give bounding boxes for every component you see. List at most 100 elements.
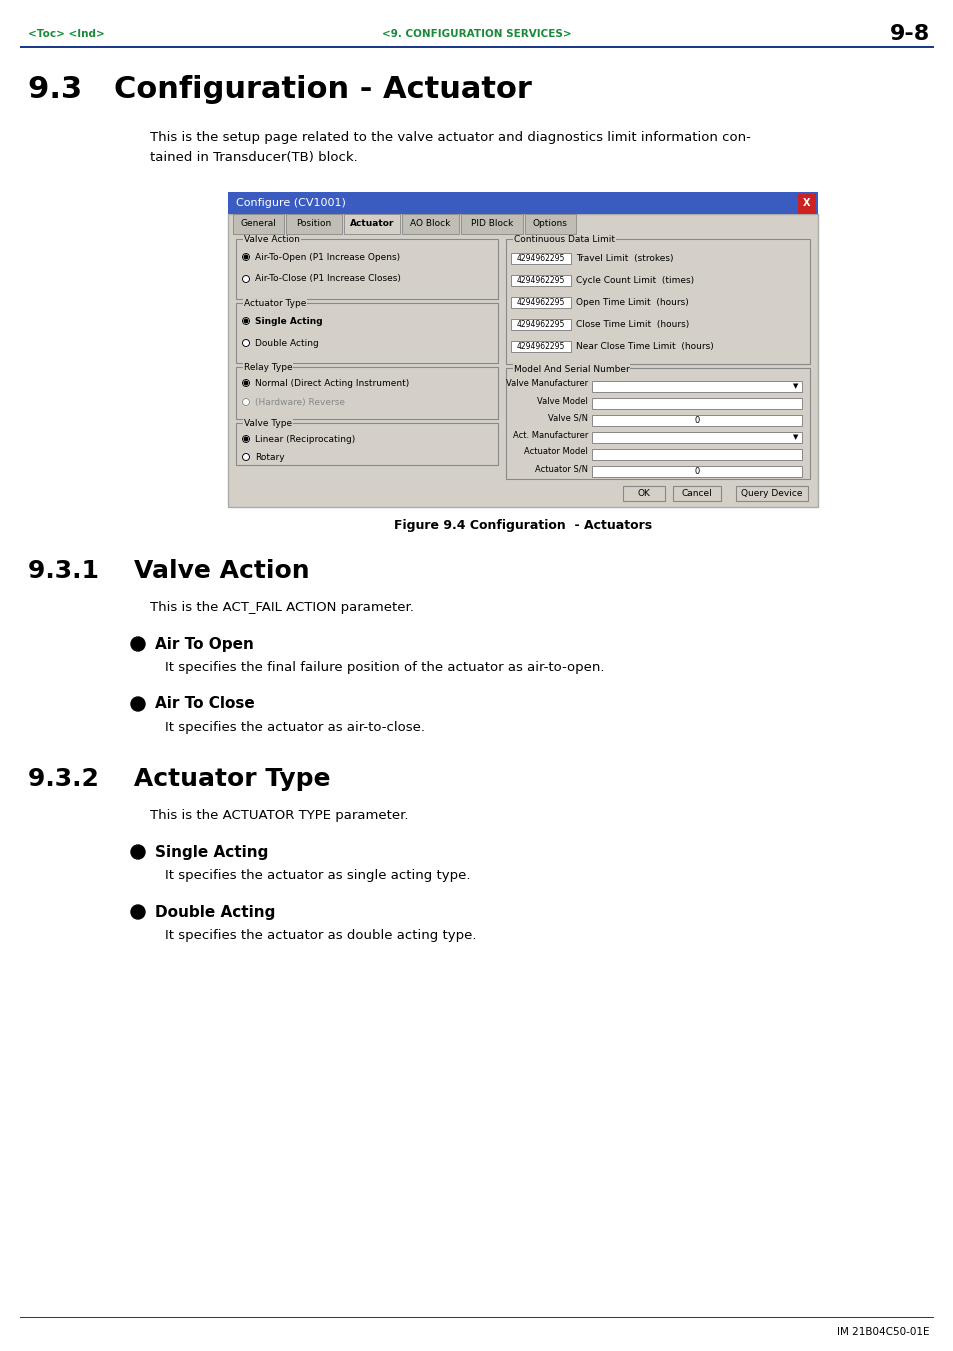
Text: Air-To-Close (P1 Increase Closes): Air-To-Close (P1 Increase Closes) [254,274,400,284]
Bar [505,239,809,363]
Text: Relay Type: Relay Type [244,363,293,373]
Text: Model And Serial Number: Model And Serial Number [514,365,629,373]
Text: Valve Type: Valve Type [244,420,292,428]
Text: tained in Transducer(TB) block.: tained in Transducer(TB) block. [150,151,357,165]
Text: ▼: ▼ [793,435,798,440]
Text: Air To Close: Air To Close [154,697,254,712]
Text: It specifies the actuator as single acting type.: It specifies the actuator as single acti… [165,869,470,881]
Bar [344,213,400,234]
Circle shape [242,399,250,405]
Text: OK: OK [637,489,650,497]
Text: Options: Options [533,219,567,228]
Text: Actuator S/N: Actuator S/N [535,465,587,473]
Text: 0: 0 [694,467,699,476]
Bar [672,486,720,501]
Text: Air-To-Open (P1 Increase Opens): Air-To-Open (P1 Increase Opens) [254,253,399,262]
Bar [622,486,664,501]
Text: Close Time Limit  (hours): Close Time Limit (hours) [576,320,688,330]
Text: Linear (Reciprocating): Linear (Reciprocating) [254,435,355,443]
Text: 4294962295: 4294962295 [517,320,564,330]
Text: Valve Manufacturer: Valve Manufacturer [505,380,587,389]
Text: Single Acting: Single Acting [254,316,322,326]
Circle shape [242,276,250,282]
Text: Double Acting: Double Acting [154,905,275,920]
Circle shape [244,255,248,259]
Text: 0: 0 [694,416,699,426]
Text: 9-8: 9-8 [889,24,929,45]
Bar [797,195,815,213]
Circle shape [131,638,145,651]
Bar [592,381,801,392]
Text: 4294962295: 4294962295 [517,342,564,351]
Text: 4294962295: 4294962295 [517,254,564,263]
Bar [511,253,571,263]
Bar [235,367,497,419]
Circle shape [242,339,250,346]
Text: X: X [802,199,810,208]
Text: This is the ACT_FAIL ACTION parameter.: This is the ACT_FAIL ACTION parameter. [150,600,414,613]
Bar [511,276,571,286]
Text: Cancel: Cancel [680,489,712,497]
Circle shape [242,454,250,461]
Text: AO Block: AO Block [410,219,451,228]
Text: Double Acting: Double Acting [254,339,318,347]
Text: Valve S/N: Valve S/N [547,413,587,423]
Text: It specifies the actuator as double acting type.: It specifies the actuator as double acti… [165,928,476,942]
Bar [524,213,575,234]
Bar [228,213,817,507]
Text: General: General [240,219,276,228]
Text: ▼: ▼ [793,384,798,389]
Text: Query Device: Query Device [740,489,801,497]
Text: Normal (Direct Acting Instrument): Normal (Direct Acting Instrument) [254,378,409,388]
Circle shape [244,319,248,323]
Circle shape [242,435,250,443]
Text: 9.3   Configuration - Actuator: 9.3 Configuration - Actuator [28,76,532,104]
Text: Rotary: Rotary [254,453,284,462]
Bar [511,297,571,308]
Text: 9.3.2    Actuator Type: 9.3.2 Actuator Type [28,767,330,790]
Circle shape [242,254,250,261]
Text: Valve Action: Valve Action [244,235,299,245]
Bar [233,213,283,234]
Text: Actuator: Actuator [350,219,394,228]
Bar [735,486,807,501]
Bar [235,303,497,363]
Text: <9. CONFIGURATION SERVICES>: <9. CONFIGURATION SERVICES> [382,28,571,39]
Circle shape [242,317,250,324]
Bar [592,432,801,443]
Circle shape [244,381,248,385]
Circle shape [131,697,145,711]
Bar [460,213,522,234]
Text: This is the setup page related to the valve actuator and diagnostics limit infor: This is the setup page related to the va… [150,131,750,145]
Bar [228,192,817,213]
Circle shape [131,905,145,919]
Bar [20,46,933,49]
Text: Position: Position [295,219,331,228]
Text: Continuous Data Limit: Continuous Data Limit [514,235,615,245]
Text: (Hardware) Reverse: (Hardware) Reverse [254,397,345,407]
Bar [592,415,801,426]
Text: Actuator Model: Actuator Model [523,447,587,457]
Circle shape [244,438,248,440]
Text: Open Time Limit  (hours): Open Time Limit (hours) [576,299,688,307]
Text: Actuator Type: Actuator Type [244,300,306,308]
Text: It specifies the actuator as air-to-close.: It specifies the actuator as air-to-clos… [165,720,424,734]
Bar [235,423,497,465]
Circle shape [131,844,145,859]
Bar [505,367,809,480]
Text: Act. Manufacturer: Act. Manufacturer [512,431,587,439]
Text: <Toc> <Ind>: <Toc> <Ind> [28,28,105,39]
Text: IM 21B04C50-01E: IM 21B04C50-01E [837,1327,929,1337]
Circle shape [242,380,250,386]
Text: 4294962295: 4294962295 [517,299,564,307]
Text: Travel Limit  (strokes): Travel Limit (strokes) [576,254,673,263]
Text: Cycle Count Limit  (times): Cycle Count Limit (times) [576,276,694,285]
Text: 4294962295: 4294962295 [517,276,564,285]
Bar [592,466,801,477]
Bar [592,449,801,459]
Bar [285,213,341,234]
Bar [235,239,497,299]
Text: Near Close Time Limit  (hours): Near Close Time Limit (hours) [576,342,713,351]
Bar [20,1316,933,1319]
Text: Air To Open: Air To Open [154,636,253,651]
